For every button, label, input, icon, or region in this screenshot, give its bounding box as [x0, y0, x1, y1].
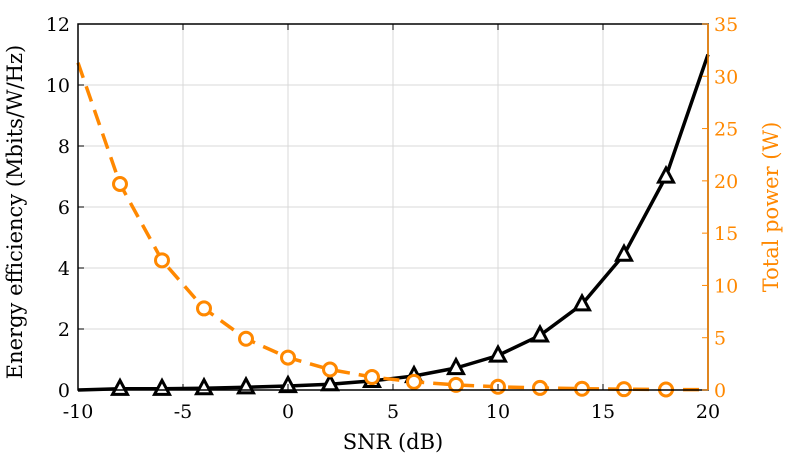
data-point-triangle	[529, 323, 551, 343]
x-tick-label: -10	[63, 401, 94, 423]
x-tick-label: 20	[696, 401, 720, 423]
y-tick-label: 10	[46, 75, 70, 97]
series-line-right	[76, 62, 709, 392]
y2-tick-label: 10	[714, 275, 738, 297]
y-tick-label: 12	[46, 14, 70, 36]
y2-tick-label: 35	[714, 14, 738, 36]
y-tick-label: 6	[58, 197, 70, 219]
x-tick-label: 5	[387, 401, 399, 423]
data-point-circle	[616, 381, 632, 398]
data-point-triangle	[151, 377, 173, 396]
grid	[78, 24, 708, 390]
data-point-circle	[112, 175, 128, 192]
data-point-triangle	[235, 375, 257, 395]
data-point-circle	[322, 361, 338, 378]
data-point-circle	[364, 369, 380, 386]
x-axis-label: SNR (dB)	[343, 430, 444, 454]
x-tick-label: 0	[282, 401, 294, 423]
y-tick-label: 2	[58, 319, 70, 341]
y2-tick-label: 5	[714, 328, 726, 350]
data-point-triangle	[193, 376, 215, 396]
x-tick-label: 15	[591, 401, 615, 423]
y2-tick-label: 25	[714, 119, 738, 141]
data-point-triangle	[571, 292, 593, 312]
y2-tick-label: 20	[714, 171, 738, 193]
data-point-circle	[280, 349, 296, 366]
data-point-circle	[406, 373, 422, 390]
y2-tick-label: 15	[714, 223, 738, 245]
data-point-triangle	[613, 243, 635, 262]
y2-tick-label: 30	[714, 66, 738, 88]
data-point-circle	[154, 252, 170, 269]
data-point-triangle	[319, 372, 341, 392]
data-point-triangle	[655, 164, 677, 184]
data-point-circle	[574, 380, 590, 397]
data-point-triangle	[445, 356, 467, 376]
y-axis-label: Energy efficiency (Mbits/W/Hz)	[3, 45, 27, 379]
y2-axis-label: Total power (W)	[759, 122, 783, 293]
y2-tick-label: 0	[714, 380, 726, 402]
data-point-triangle	[109, 377, 131, 396]
data-point-circle	[532, 379, 548, 396]
x-tick-label: -5	[174, 401, 193, 423]
data-point-circle	[196, 300, 212, 317]
y-tick-label: 0	[58, 380, 70, 402]
y-tick-label: 4	[58, 258, 70, 280]
x-tick-label: 10	[486, 401, 510, 423]
series-right	[76, 62, 709, 398]
data-point-triangle	[487, 343, 509, 363]
y-tick-label: 8	[58, 136, 70, 158]
data-point-circle	[238, 330, 254, 347]
data-point-circle	[448, 376, 464, 393]
